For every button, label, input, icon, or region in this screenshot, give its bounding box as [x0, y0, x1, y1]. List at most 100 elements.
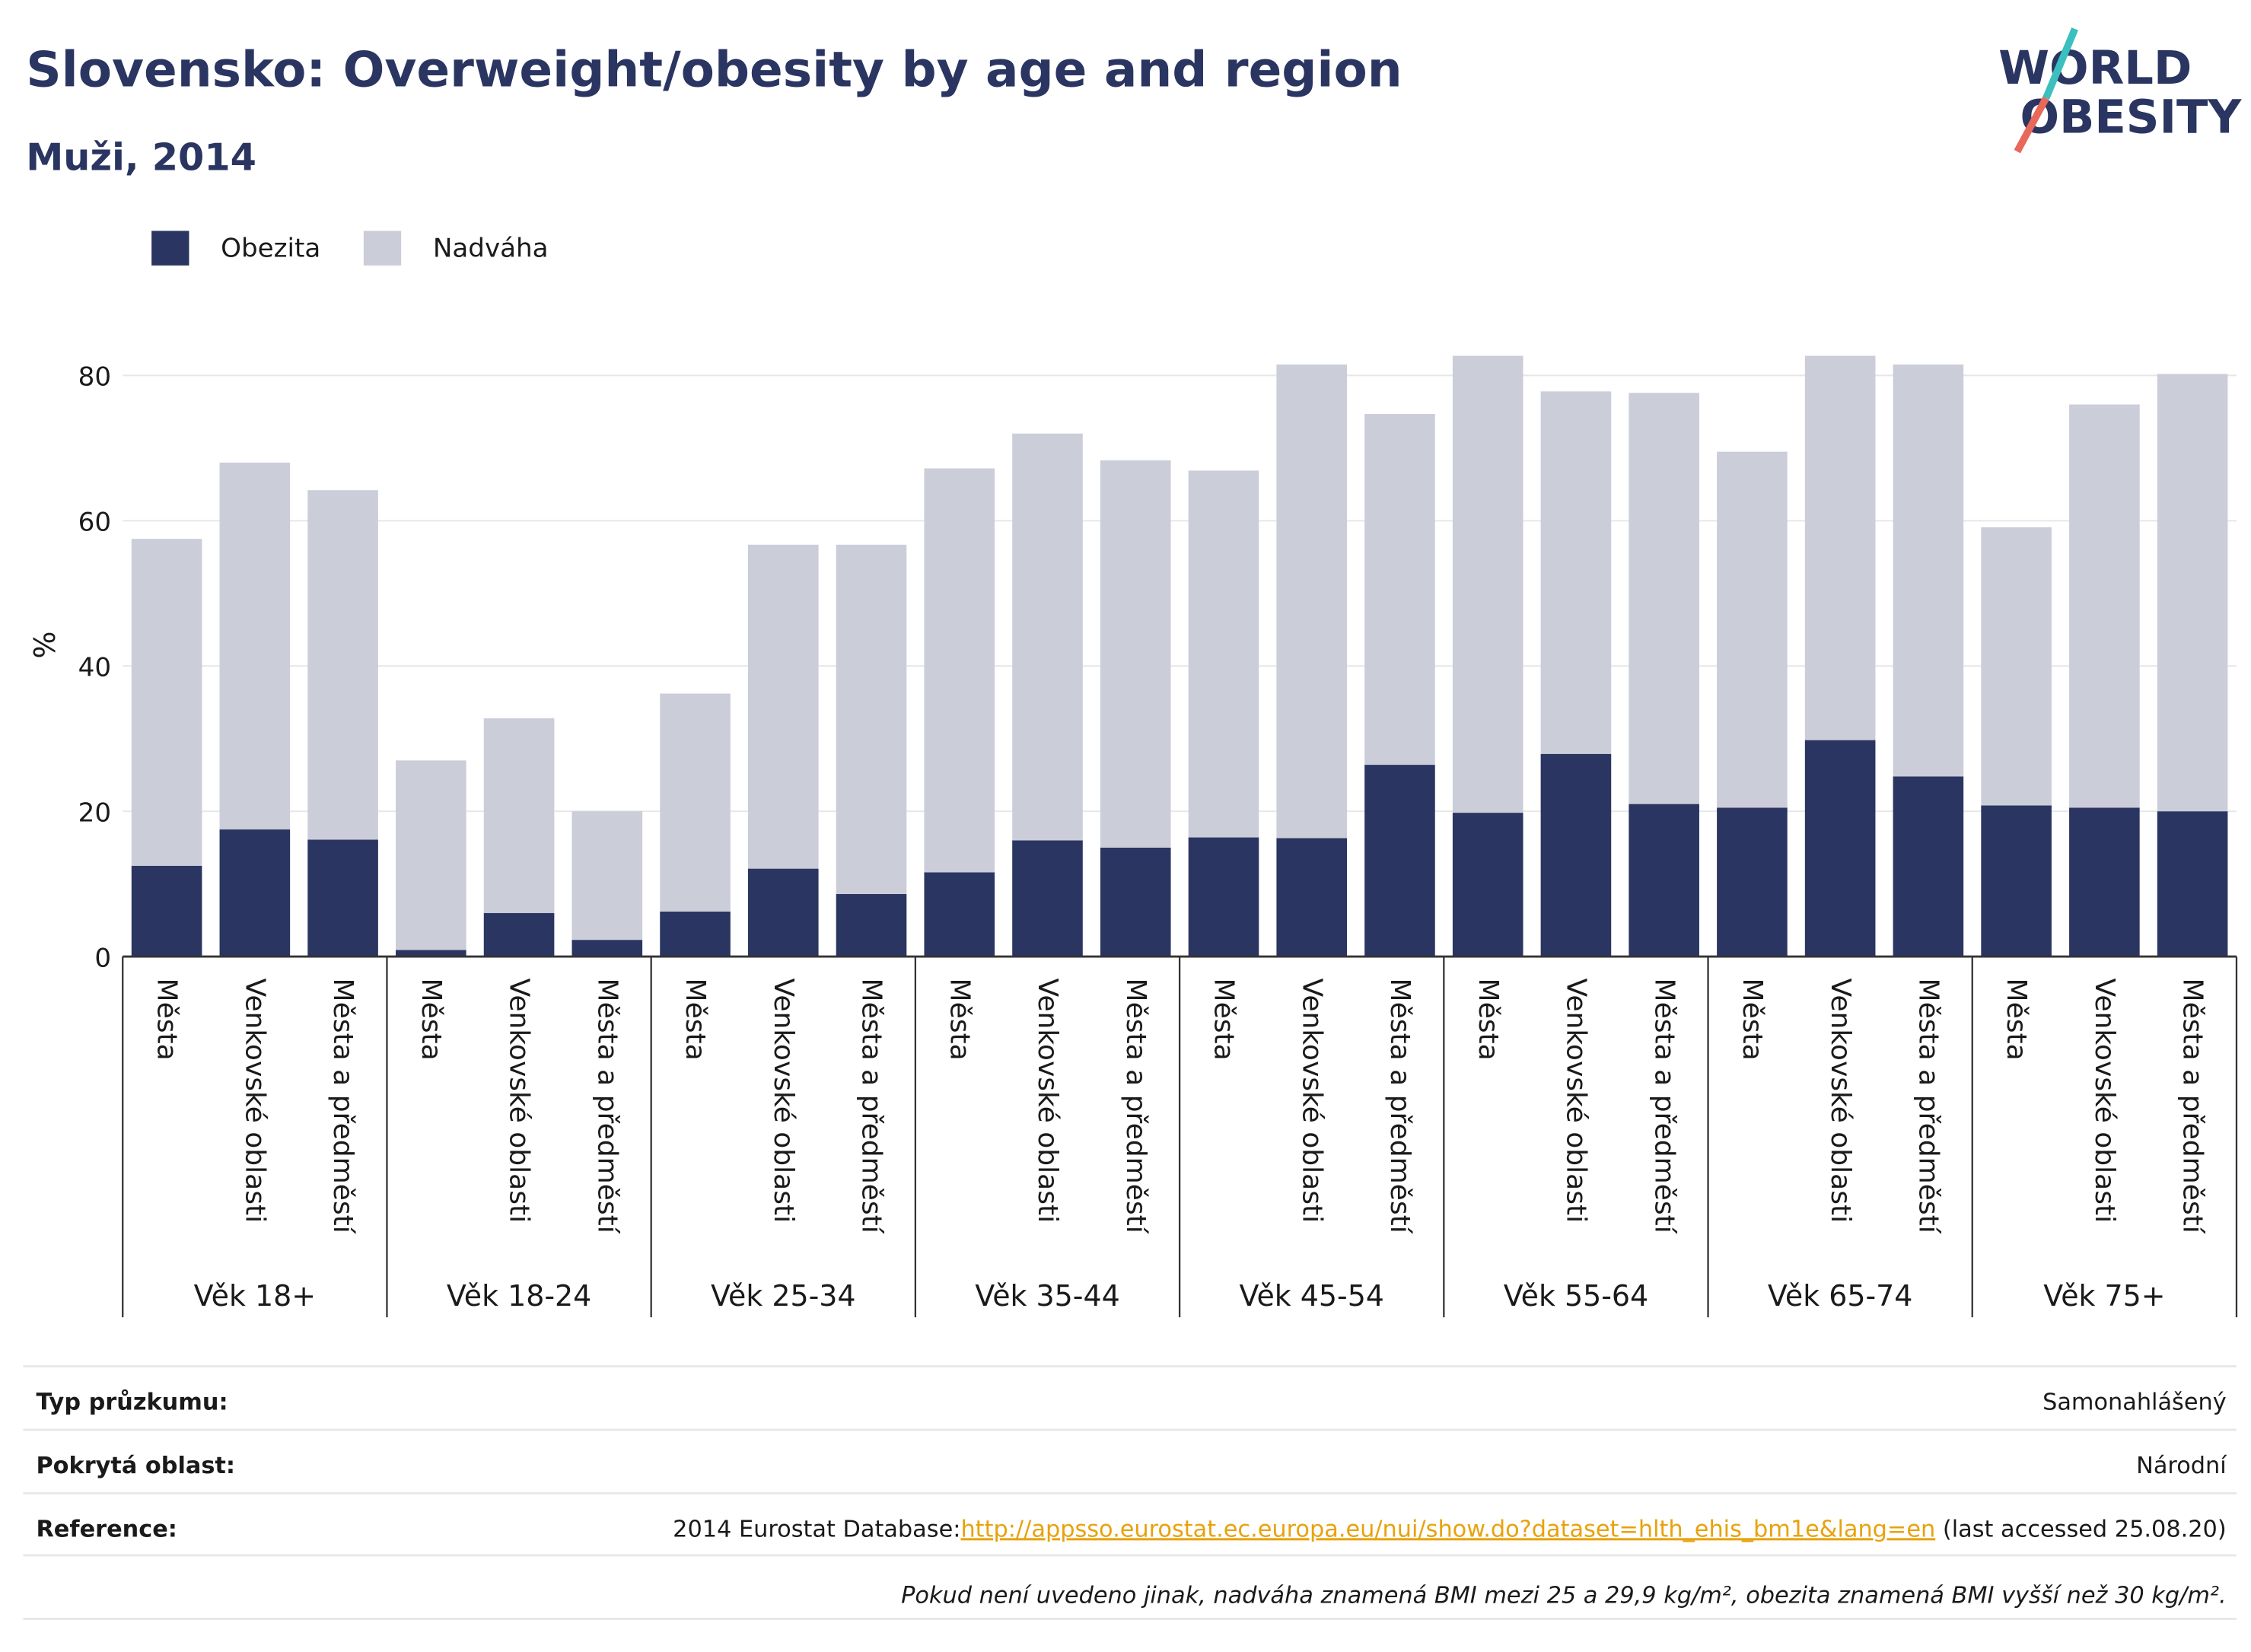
- bar-segment: [660, 693, 731, 912]
- group-label: Věk 18-24: [447, 1279, 591, 1313]
- bar-segment: [660, 911, 731, 957]
- y-tick-label: 60: [78, 508, 111, 538]
- group-label: Věk 25-34: [711, 1279, 855, 1313]
- bar-segment: [396, 760, 466, 950]
- bar-segment: [307, 839, 378, 957]
- x-tick-label: Venkovské oblasti: [1032, 979, 1063, 1224]
- y-tick-label: 80: [78, 362, 111, 393]
- bar-segment: [1981, 527, 2052, 806]
- reference-text: 2014 Eurostat Database:: [673, 1516, 960, 1542]
- logo-slash: [2042, 27, 2078, 100]
- legend-swatch: [151, 231, 189, 266]
- bar-segment: [924, 468, 995, 873]
- x-tick-label: Města a předměstí: [1384, 979, 1415, 1234]
- logo-text: OBESITY: [2020, 91, 2243, 144]
- footnote: Pokud není uvedeno jinak, nadváha znamen…: [901, 1583, 2227, 1609]
- bar-segment: [1100, 460, 1171, 848]
- reference-link: http://appsso.eurostat.ec.europa.eu/nui/…: [960, 1516, 1935, 1542]
- x-tick-label: Města: [1737, 979, 1768, 1061]
- logo-text: WORLD: [1998, 42, 2192, 95]
- row-value: 2014 Eurostat Database:http://appsso.eur…: [673, 1516, 2227, 1542]
- bar-segment: [1629, 393, 1699, 804]
- y-tick-label: 0: [94, 943, 111, 973]
- group-label: Věk 65-74: [1768, 1279, 1912, 1313]
- row-value: Samonahlášený: [2042, 1389, 2227, 1415]
- bar-segment: [1364, 765, 1435, 957]
- group-label: Věk 45-54: [1239, 1279, 1383, 1313]
- x-tick-label: Města: [1473, 979, 1504, 1061]
- bar-segment: [1276, 364, 1348, 839]
- x-tick-label: Města a předměstí: [1120, 979, 1151, 1234]
- x-tick-label: Venkovské oblasti: [768, 979, 799, 1224]
- group-label: Věk 35-44: [975, 1279, 1119, 1313]
- row-label: Pokrytá oblast:: [36, 1453, 235, 1479]
- x-tick-label: Města a předměstí: [327, 979, 358, 1234]
- bar-segment: [1100, 847, 1171, 957]
- x-tick-label: Venkovské oblasti: [504, 979, 535, 1224]
- bar-segment: [2069, 404, 2140, 808]
- bar-segment: [1452, 813, 1523, 957]
- x-tick-label: Města a předměstí: [1648, 979, 1679, 1234]
- bar-segment: [747, 868, 819, 957]
- bar-segment: [836, 893, 907, 957]
- chart-subtitle: Muži, 2014: [26, 135, 256, 180]
- bar-segment: [1629, 804, 1699, 957]
- x-tick-label: Města: [944, 979, 975, 1061]
- bar-segment: [131, 865, 202, 957]
- bar-segment: [1364, 413, 1435, 766]
- group-label: Věk 75+: [2043, 1279, 2165, 1313]
- x-tick-label: Města a předměstí: [1913, 979, 1944, 1234]
- y-axis-label: %: [28, 632, 62, 659]
- bar-segment: [2157, 811, 2228, 957]
- x-tick-label: Města: [2001, 979, 2032, 1061]
- group-label: Věk 18+: [194, 1279, 316, 1313]
- bar-segment: [219, 462, 291, 830]
- bar-segment: [1893, 364, 1964, 777]
- bar-segment: [1804, 355, 1876, 740]
- bar-segment: [1540, 753, 1612, 957]
- bar-segment: [1012, 433, 1083, 841]
- y-tick-label: 40: [78, 653, 111, 683]
- legend-label: Nadváha: [433, 234, 549, 264]
- row-label: Reference:: [36, 1516, 177, 1542]
- row-label: Typ průzkumu:: [36, 1388, 228, 1415]
- x-tick-label: Města: [415, 979, 447, 1061]
- x-tick-label: Venkovské oblasti: [1296, 979, 1327, 1224]
- bar-segment: [1452, 355, 1523, 813]
- bar-segment: [2157, 374, 2228, 812]
- x-tick-label: Města a předměstí: [856, 979, 887, 1234]
- x-tick-label: Města: [1208, 979, 1240, 1061]
- bar-segment: [2069, 807, 2140, 957]
- bar-segment: [1981, 805, 2052, 957]
- bar-segment: [1276, 838, 1348, 957]
- bar-segment: [572, 811, 643, 941]
- bar-segment: [1540, 391, 1612, 754]
- logo-slash: [2014, 96, 2049, 154]
- bar-segment: [307, 490, 378, 840]
- bar-segment: [924, 872, 995, 957]
- y-tick-label: 20: [78, 797, 111, 828]
- group-label: Věk 55-64: [1504, 1279, 1648, 1313]
- x-tick-label: Města: [151, 979, 183, 1061]
- reference-suffix: (last accessed 25.08.20): [1935, 1516, 2226, 1542]
- bar-segment: [1188, 470, 1259, 838]
- bar-segment: [1893, 776, 1964, 957]
- bar-segment: [836, 544, 907, 894]
- x-tick-label: Města: [680, 979, 711, 1061]
- bar-segment: [396, 950, 466, 957]
- bar-segment: [1188, 837, 1259, 957]
- chart-title: Slovensko: Overweight/obesity by age and…: [26, 42, 1402, 99]
- bar-segment: [131, 539, 202, 866]
- x-tick-label: Města a předměstí: [2177, 979, 2208, 1234]
- footer: Pokud není uvedeno jinak, nadváha znamen…: [23, 1365, 2237, 1620]
- legend-swatch: [363, 231, 402, 266]
- x-tick-label: Města a předměstí: [591, 979, 622, 1234]
- x-tick-label: Venkovské oblasti: [239, 979, 270, 1224]
- x-tick-label: Venkovské oblasti: [1561, 979, 1592, 1224]
- bar-segment: [1012, 840, 1083, 957]
- bar-segment: [483, 912, 555, 957]
- bar-segment: [1717, 807, 1788, 957]
- bar-segment: [1804, 740, 1876, 957]
